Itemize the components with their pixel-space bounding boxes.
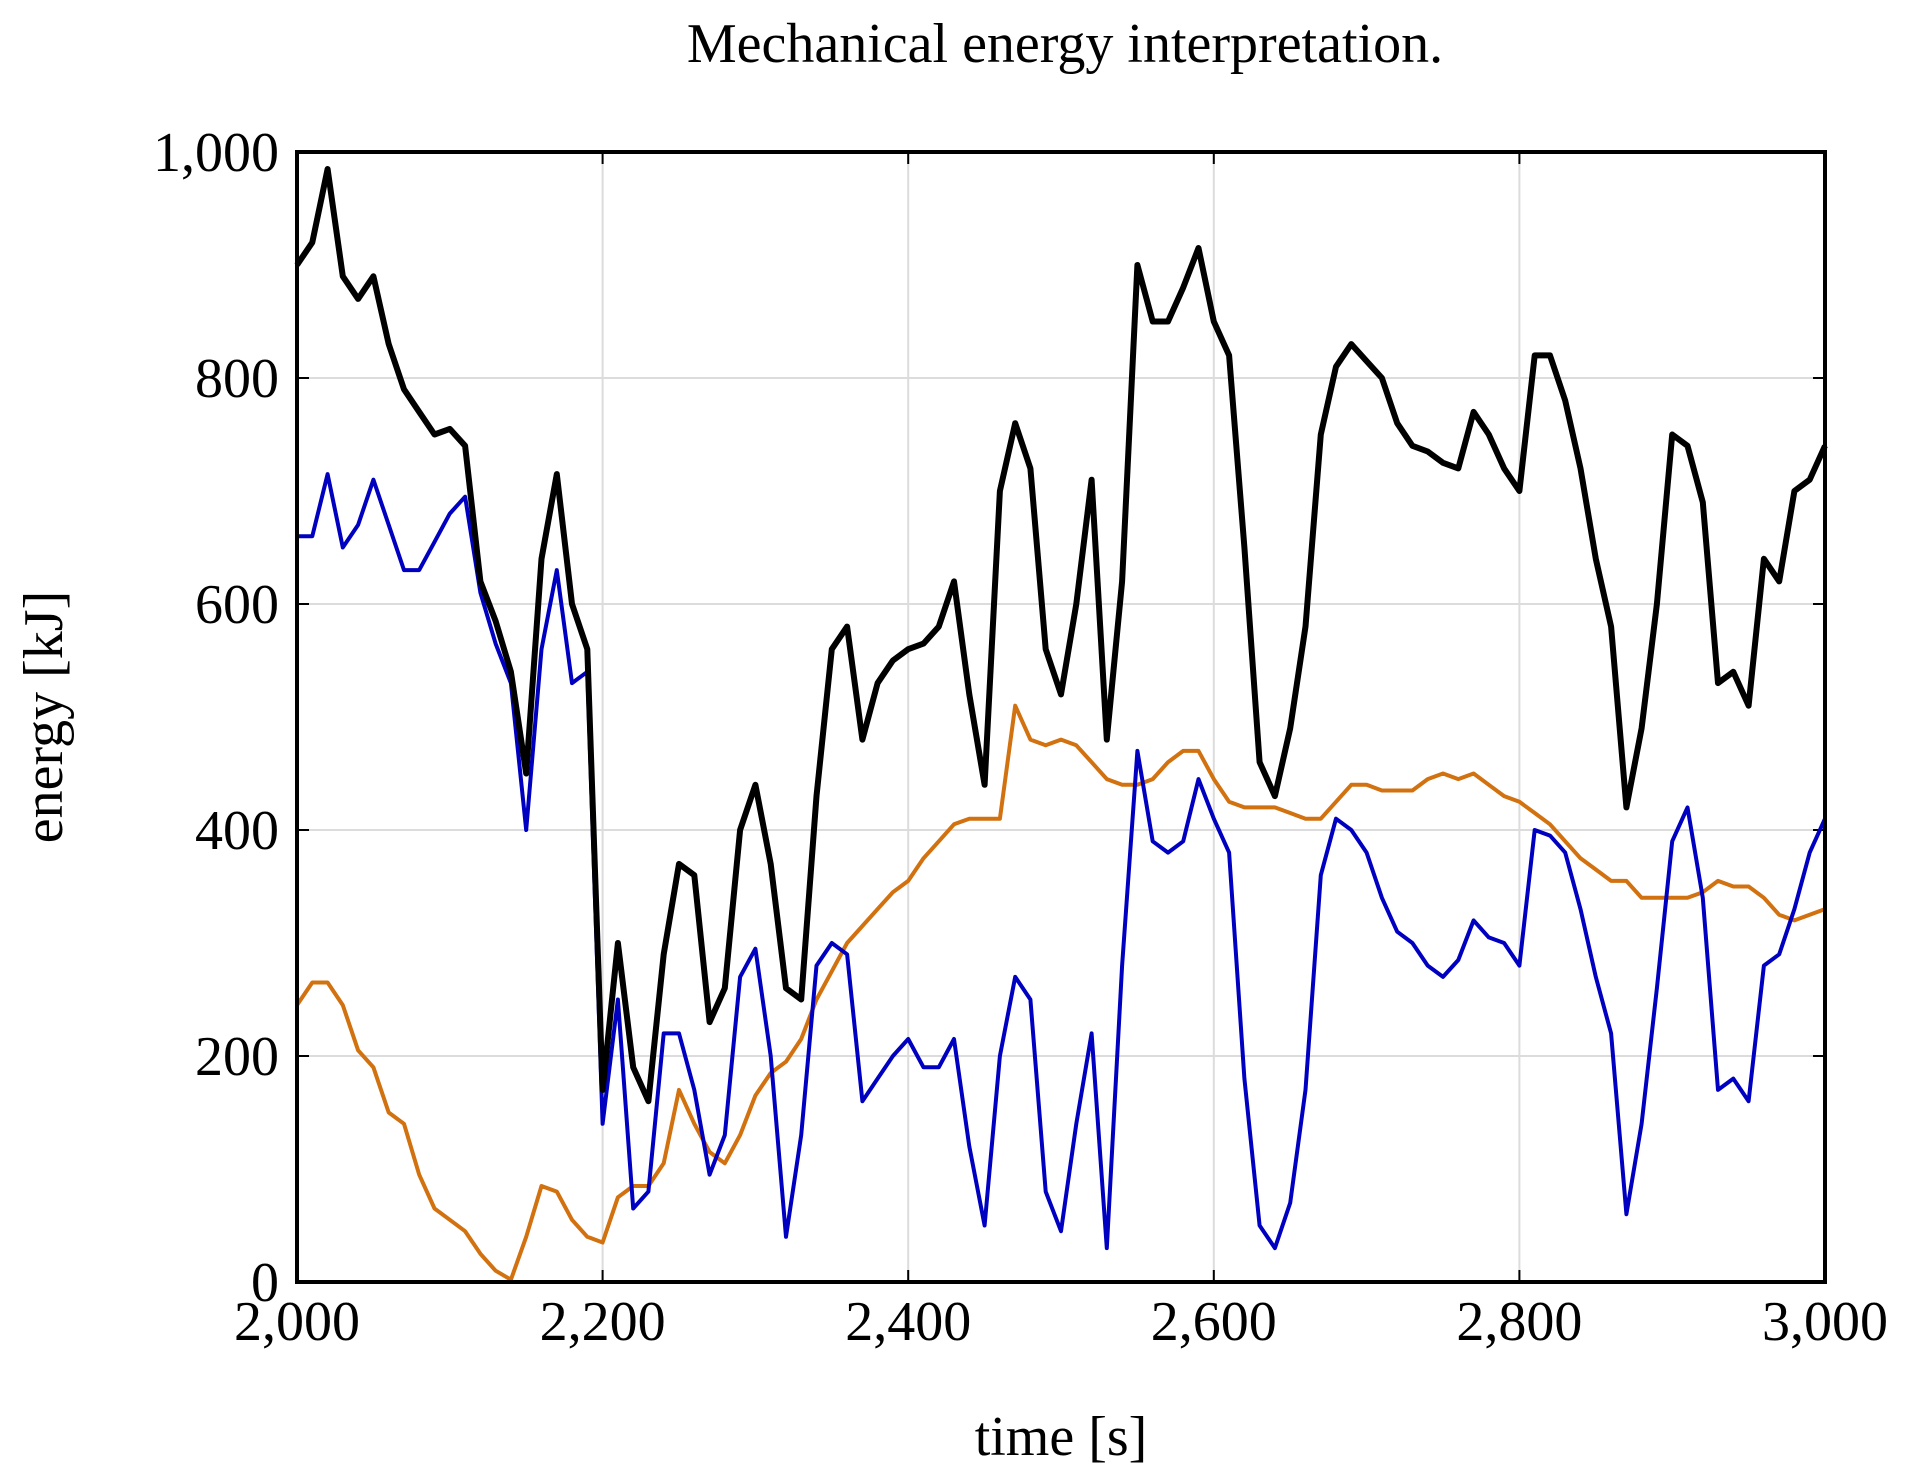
x-tick-label: 2,800 xyxy=(1456,1291,1582,1353)
x-tick-label: 2,200 xyxy=(540,1291,666,1353)
x-tick-label: 2,600 xyxy=(1151,1291,1277,1353)
y-tick-label: 600 xyxy=(195,574,279,636)
x-tick-label: 2,000 xyxy=(234,1291,360,1353)
x-axis-label: time [s] xyxy=(975,1406,1148,1468)
y-axis-label: energy [kJ] xyxy=(13,591,75,843)
x-tick-label: 2,400 xyxy=(845,1291,971,1353)
plot-frame xyxy=(295,150,1827,1284)
data-line xyxy=(297,472,1827,1251)
data-line xyxy=(294,166,1828,1105)
y-tick-label: 0 xyxy=(251,1252,279,1314)
y-tick-label: 800 xyxy=(195,348,279,410)
y-tick-label: 400 xyxy=(195,800,279,862)
data-line xyxy=(295,703,1826,1282)
y-tick-label: 200 xyxy=(195,1026,279,1088)
chart-title: Mechanical energy interpretation. xyxy=(687,13,1443,75)
y-tick-label: 1,000 xyxy=(153,122,279,184)
x-tick-label: 3,000 xyxy=(1762,1291,1888,1353)
